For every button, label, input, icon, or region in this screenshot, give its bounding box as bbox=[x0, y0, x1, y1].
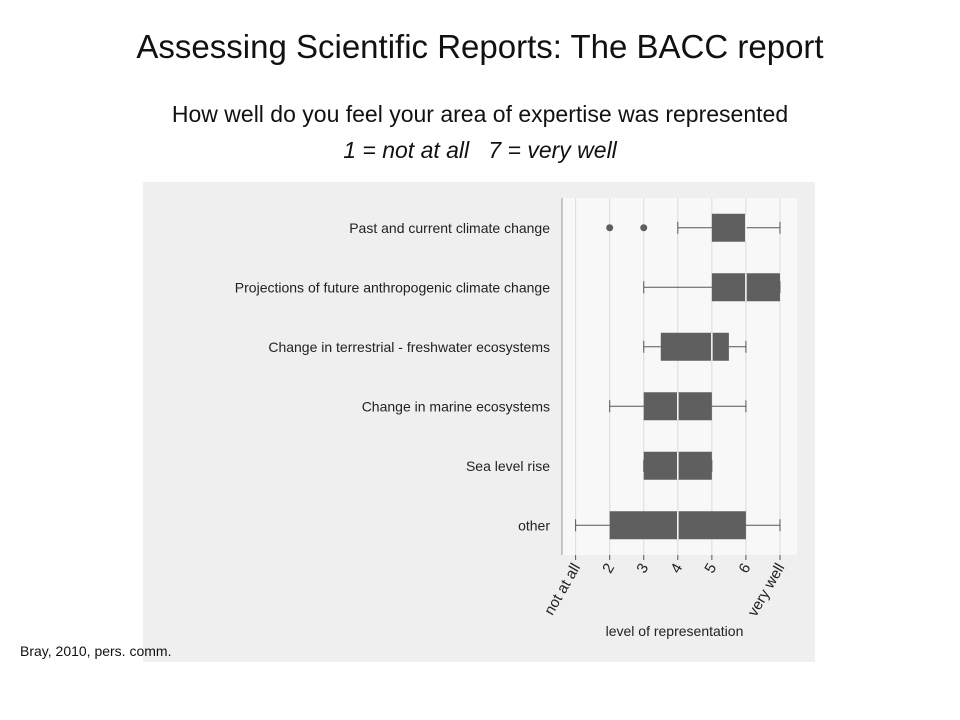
box bbox=[711, 213, 746, 242]
plot-area bbox=[562, 198, 797, 555]
x-axis-label: level of representation bbox=[606, 623, 744, 639]
category-label: Projections of future anthropogenic clim… bbox=[235, 279, 550, 295]
category-label: other bbox=[518, 517, 550, 533]
category-label: Sea level rise bbox=[466, 458, 550, 474]
box bbox=[660, 332, 729, 361]
category-label: Past and current climate change bbox=[349, 220, 550, 236]
subtitle: 1 = not at all 7 = very well bbox=[343, 137, 617, 163]
category-label: Change in marine ecosystems bbox=[362, 398, 550, 414]
subtitle: How well do you feel your area of expert… bbox=[172, 101, 788, 127]
source: Bray, 2010, pers. comm. bbox=[20, 643, 171, 659]
outlier bbox=[640, 224, 648, 232]
slide-title: Assessing Scientific Reports: The BACC r… bbox=[136, 28, 823, 65]
category-label: Change in terrestrial - freshwater ecosy… bbox=[268, 339, 550, 355]
outlier bbox=[606, 224, 614, 232]
